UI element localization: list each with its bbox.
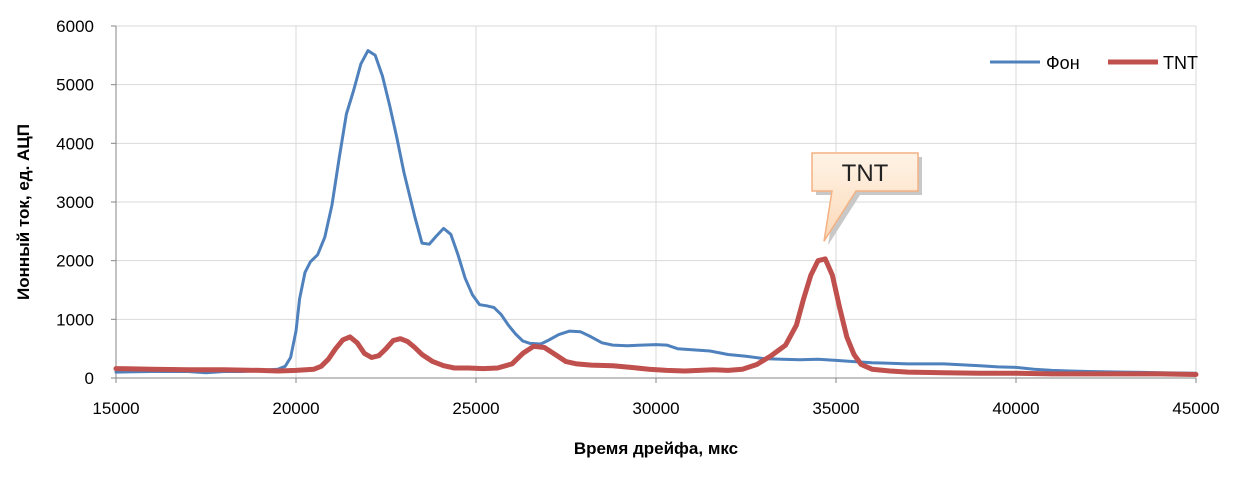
series-line-1 — [113, 256, 1199, 377]
y-tick-label-0: 0 — [85, 369, 94, 388]
y-tick-label-1: 1000 — [56, 310, 94, 329]
axes — [111, 25, 1197, 383]
callout-label: TNT — [842, 160, 889, 187]
legend: Фон TNT — [990, 53, 1198, 73]
x-tick-label-4: 35000 — [812, 399, 859, 418]
y-axis-title: Ионный ток, ед. АЦП — [14, 124, 33, 300]
series-lines — [113, 49, 1199, 377]
callout-bubble — [811, 152, 919, 242]
y-tick-label-2: 2000 — [56, 252, 94, 271]
series-line-0 — [114, 49, 1198, 375]
y-tick-labels: 0 1000 2000 3000 4000 5000 6000 — [56, 17, 94, 388]
y-tick-label-4: 4000 — [56, 134, 94, 153]
y-tick-label-3: 3000 — [56, 193, 94, 212]
legend-label-fon: Фон — [1046, 53, 1080, 73]
legend-label-tnt: TNT — [1163, 53, 1198, 73]
x-tick-label-6: 45000 — [1172, 399, 1219, 418]
annotation-callout: TNT — [811, 152, 922, 246]
x-tick-label-2: 25000 — [452, 399, 499, 418]
x-tick-label-5: 40000 — [992, 399, 1039, 418]
x-axis-title: Время дрейфа, мкс — [574, 439, 738, 458]
x-tick-label-3: 30000 — [632, 399, 679, 418]
y-tick-label-5: 5000 — [56, 76, 94, 95]
y-tick-label-6: 6000 — [56, 17, 94, 36]
x-tick-label-1: 20000 — [272, 399, 319, 418]
x-tick-label-0: 15000 — [92, 399, 139, 418]
x-tick-labels: 15000 20000 25000 30000 35000 40000 45000 — [92, 399, 1219, 418]
